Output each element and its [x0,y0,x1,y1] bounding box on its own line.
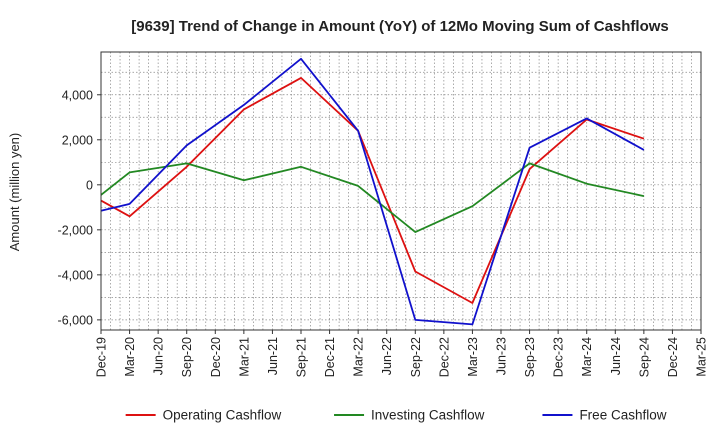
x-tick-label: Jun-21 [266,337,280,375]
y-tick-labels: -6,000 -4,000 -2,000 0 2,000 4,000 [58,88,101,327]
series-line-investing-cashflow [100,162,645,234]
legend-label: Free Cashflow [579,408,666,423]
x-tick-label: Dec-20 [209,337,223,377]
x-tick-label: Dec-19 [95,337,109,377]
legend-item: Operating Cashflow [125,408,282,423]
legend-item: Free Cashflow [542,408,667,423]
x-tick-label: Sep-23 [523,337,537,377]
x-tick-label: Mar-24 [580,337,594,377]
x-tick-labels: Dec-19 Mar-20 Jun-20 Sep-20 Dec-20 Mar-21 Jun-… [95,330,709,377]
x-tick-label: Mar-23 [466,337,480,377]
y-tick-label: 0 [86,178,93,192]
y-tick-label: -4,000 [58,268,93,282]
plot-frame [100,51,702,331]
y-tick-label: 4,000 [62,88,93,102]
x-tick-label: Jun-20 [152,337,166,375]
x-tick-label: Sep-22 [409,337,423,377]
series-line-free-cashflow [100,57,645,326]
x-tick-label: Mar-22 [352,337,366,377]
chart-title: [9639] Trend of Change in Amount (YoY) o… [131,18,669,35]
x-tick-label: Mar-20 [123,337,137,377]
legend-label: Operating Cashflow [163,408,282,423]
y-axis-label: Amount (million yen) [7,133,22,252]
x-tick-label: Sep-24 [637,337,651,377]
grid-lines [100,52,702,330]
legend: Operating Cashflow Investing Cashflow Free… [125,408,667,423]
y-tick-label: -2,000 [58,223,93,237]
x-tick-label: Sep-21 [295,337,309,377]
x-tick-label: Sep-20 [180,337,194,377]
series-lines [100,57,645,326]
x-tick-label: Mar-25 [695,337,709,377]
x-tick-label: Dec-23 [552,337,566,377]
plot-area [101,52,701,330]
legend-item: Investing Cashflow [334,408,485,423]
x-tick-label: Dec-22 [437,337,451,377]
x-tick-label: Jun-24 [609,337,623,375]
y-tick-label: 2,000 [62,133,93,147]
x-tick-label: Dec-21 [323,337,337,377]
legend-label: Investing Cashflow [371,408,485,423]
y-tick-label: -6,000 [58,313,93,327]
x-tick-label: Jun-23 [495,337,509,375]
x-tick-label: Jun-22 [380,337,394,375]
x-tick-label: Dec-24 [666,337,680,377]
x-tick-label: Mar-21 [237,337,251,377]
